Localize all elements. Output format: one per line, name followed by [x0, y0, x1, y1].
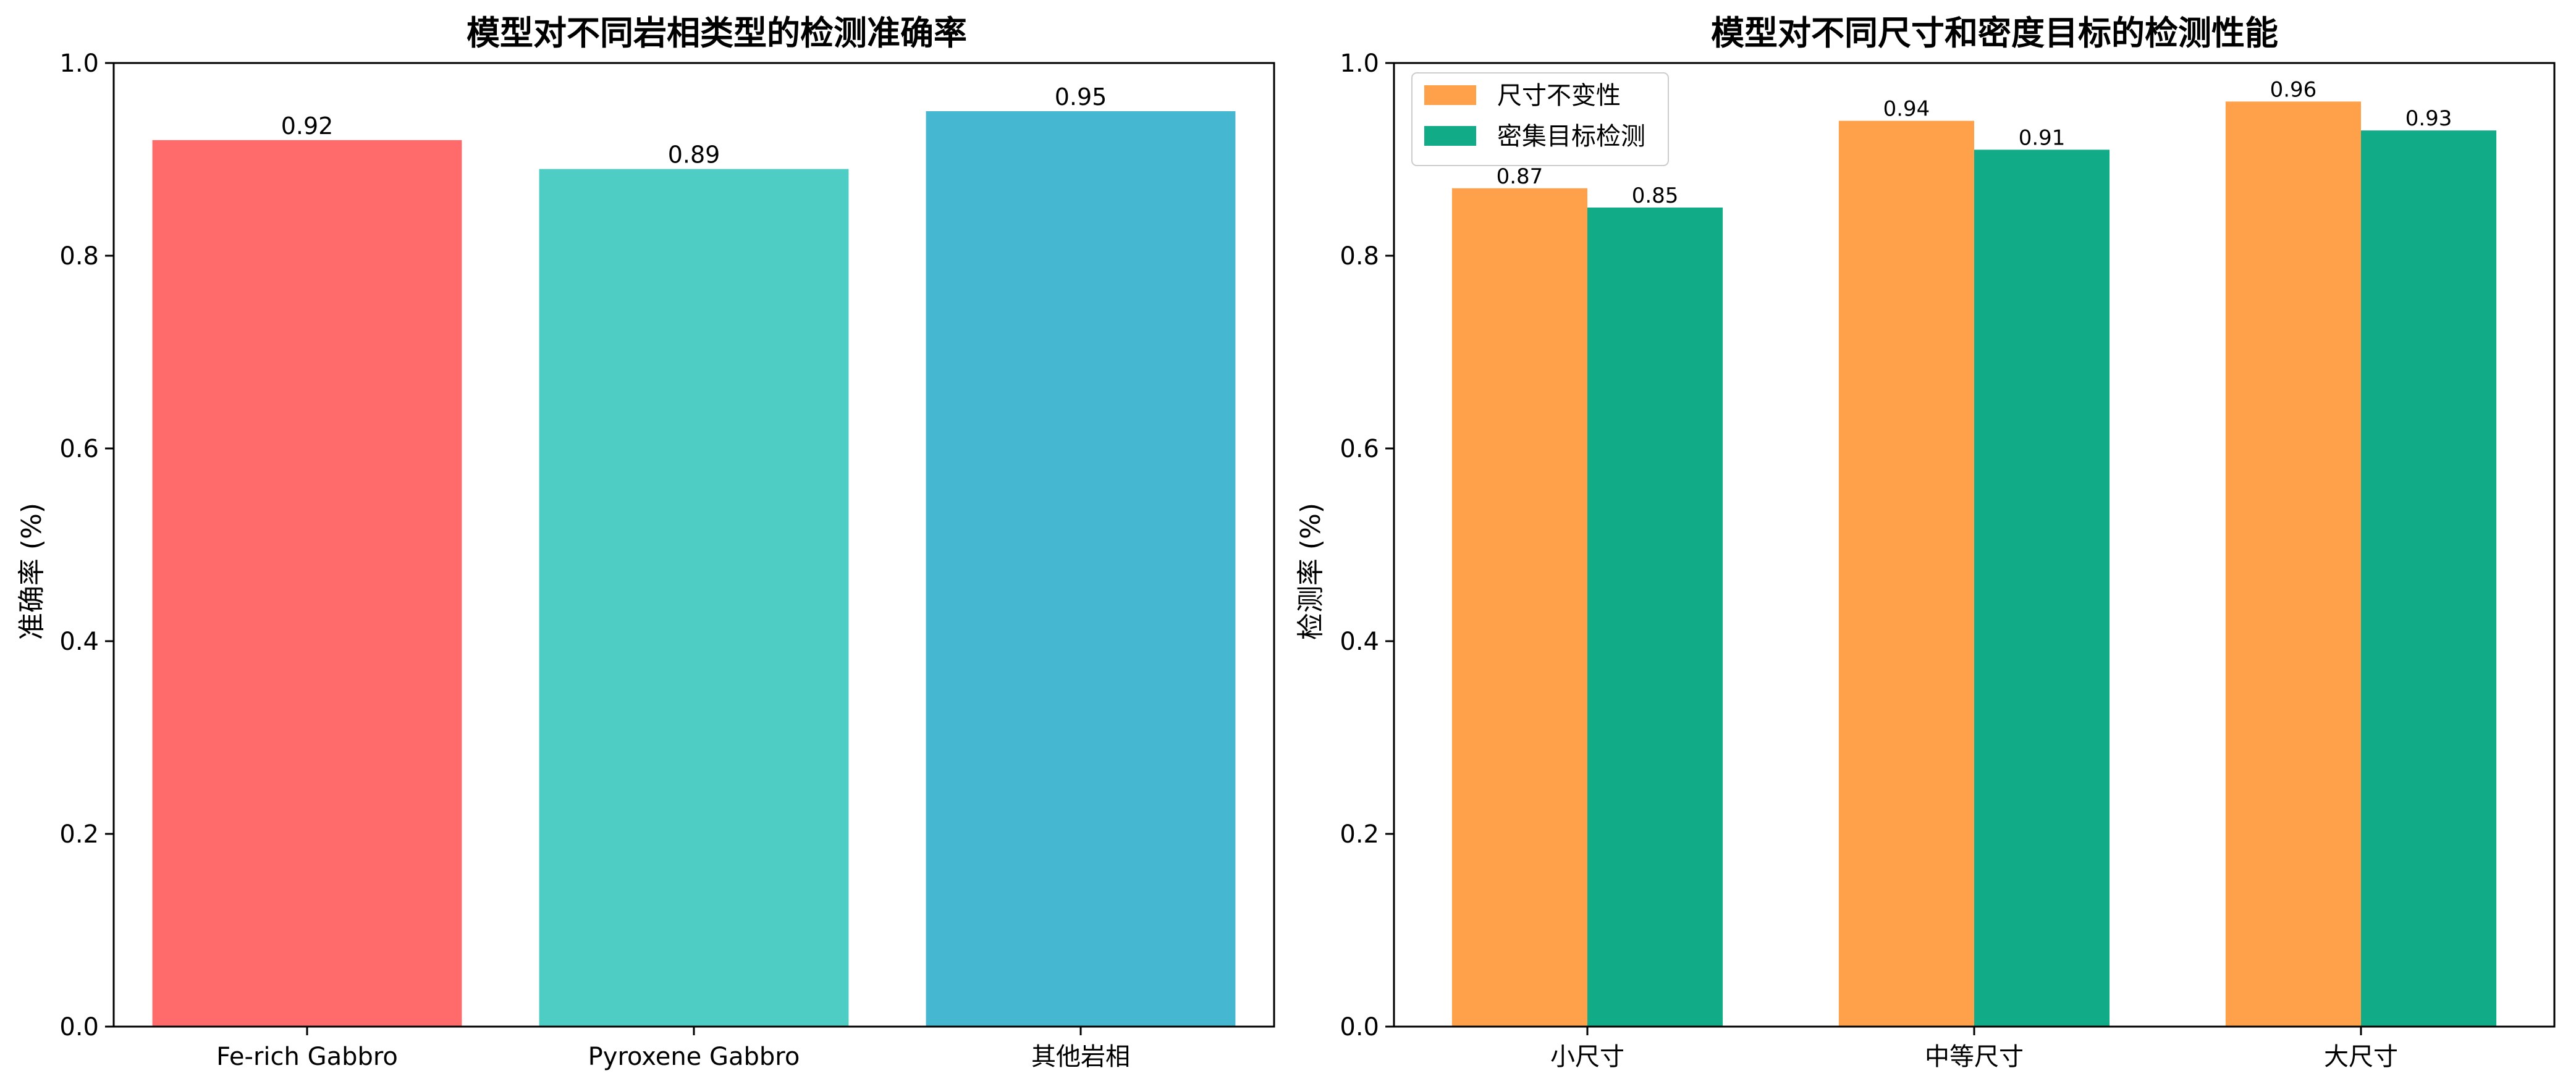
legend-swatch	[1424, 126, 1476, 146]
y-axis-label: 准确率 (%)	[16, 503, 48, 640]
chart-title: 模型对不同尺寸和密度目标的检测性能	[1711, 14, 2278, 53]
bar	[2225, 101, 2361, 1027]
x-tick-group: 小尺寸 中等尺寸 大尺寸	[1550, 1027, 2398, 1071]
bar	[152, 140, 462, 1027]
value-label-group: 0.87 0.94 0.96 0.85 0.91 0.93	[1497, 77, 2452, 208]
y-tick-label: 0.8	[1340, 242, 1379, 271]
y-tick-group: 0.0 0.2 0.4 0.6 0.8 1.0	[1340, 49, 1394, 1041]
value-label: 0.96	[2270, 77, 2317, 102]
y-tick-label: 0.2	[1340, 820, 1379, 849]
bar	[1587, 208, 1723, 1027]
legend-label: 尺寸不变性	[1497, 82, 1621, 110]
y-tick-label: 0.6	[1340, 435, 1379, 463]
bar-group	[152, 111, 1236, 1027]
y-tick-label: 0.6	[59, 435, 99, 463]
x-tick-label: 小尺寸	[1550, 1043, 1624, 1071]
value-label-group: 0.92 0.89 0.95	[281, 83, 1107, 169]
plot-frame	[1393, 62, 2556, 1028]
bar	[926, 111, 1236, 1027]
value-label: 0.89	[668, 141, 720, 169]
bar	[1974, 149, 2110, 1027]
legend: 尺寸不变性 密集目标检测	[1411, 72, 1669, 166]
chart-detection-by-size-density: 模型对不同尺寸和密度目标的检测性能 检测率 (%) 0.870.940.960.…	[1295, 14, 2556, 1071]
value-label: 0.93	[2405, 106, 2452, 131]
y-tick-label: 0.8	[59, 242, 99, 271]
x-tick-label: 大尺寸	[2324, 1043, 2398, 1071]
plot-frame	[112, 62, 1275, 1028]
value-label: 0.87	[1497, 164, 1543, 189]
bar	[2361, 130, 2497, 1027]
y-axis-label: 检测率 (%)	[1295, 503, 1327, 640]
y-tick-label: 0.4	[1340, 628, 1379, 656]
y-tick-label: 0.0	[1340, 1013, 1379, 1041]
value-label: 0.95	[1055, 83, 1107, 111]
y-tick-label: 0.4	[59, 628, 99, 656]
x-tick-label: Pyroxene Gabbro	[588, 1043, 800, 1071]
x-tick-group: Fe-rich Gabbro Pyroxene Gabbro 其他岩相	[216, 1027, 1130, 1071]
value-label: 0.92	[281, 112, 334, 140]
legend-swatch	[1424, 85, 1476, 105]
bar	[1838, 120, 1974, 1027]
x-tick-label: 其他岩相	[1031, 1043, 1130, 1071]
bar	[1451, 188, 1587, 1027]
y-tick-label: 0.0	[59, 1013, 99, 1041]
chart-accuracy-by-lithofacies: 模型对不同岩相类型的检测准确率 准确率 (%) 0.92 0.89 0.95 0.0…	[16, 14, 1275, 1071]
y-tick-label: 1.0	[59, 49, 99, 78]
y-tick-label: 0.2	[59, 820, 99, 849]
bar-group	[1451, 101, 2497, 1027]
chart-title: 模型对不同岩相类型的检测准确率	[467, 14, 967, 53]
value-label: 0.94	[1883, 97, 1930, 122]
legend-label: 密集目标检测	[1497, 122, 1645, 151]
y-tick-label: 1.0	[1340, 49, 1379, 78]
value-label: 0.85	[1632, 183, 1679, 208]
bar	[539, 169, 849, 1027]
x-tick-label: 中等尺寸	[1925, 1043, 2024, 1071]
y-tick-group: 0.0 0.2 0.4 0.6 0.8 1.0	[59, 49, 114, 1041]
x-tick-label: Fe-rich Gabbro	[216, 1043, 398, 1071]
value-label: 0.91	[2019, 125, 2066, 150]
